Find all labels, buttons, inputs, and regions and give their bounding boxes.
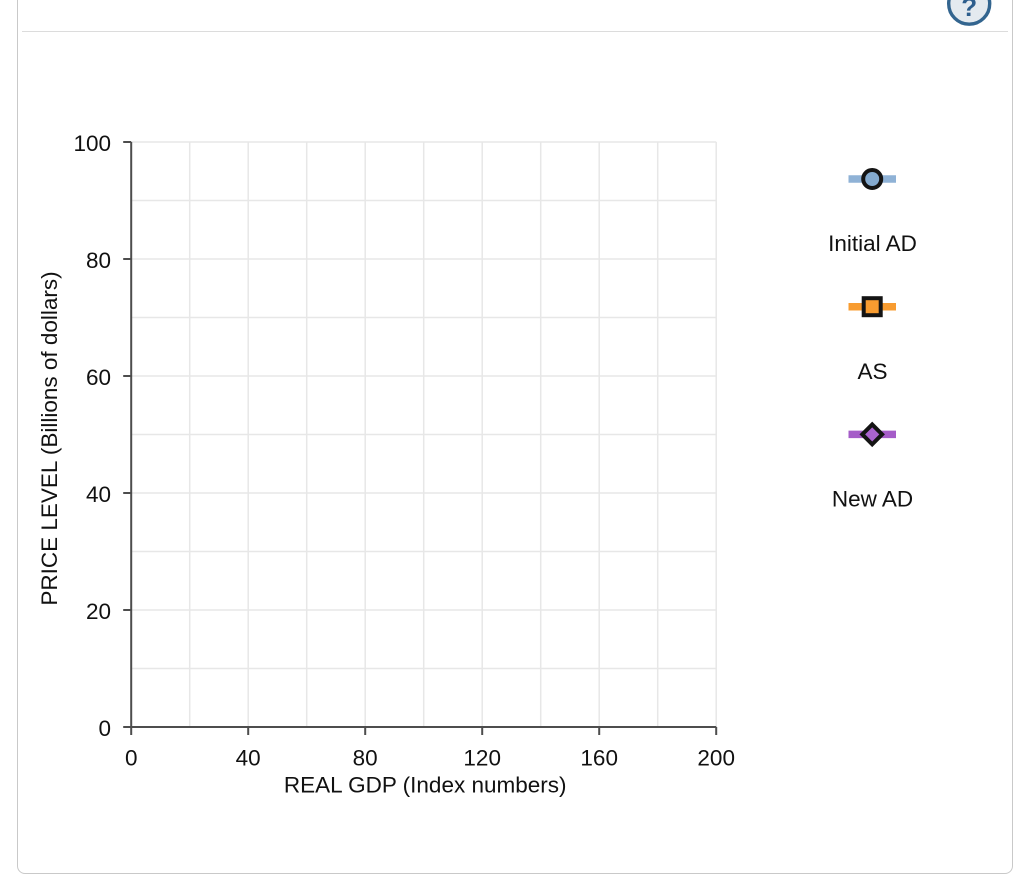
svg-text:80: 80 xyxy=(86,248,111,273)
svg-text:20: 20 xyxy=(86,599,111,624)
svg-text:40: 40 xyxy=(86,482,111,507)
svg-text:100: 100 xyxy=(73,131,111,156)
svg-text:0: 0 xyxy=(125,746,138,771)
svg-text:New AD: New AD xyxy=(832,487,913,512)
svg-text:80: 80 xyxy=(353,746,378,771)
svg-text:0: 0 xyxy=(98,716,111,741)
svg-text:AS: AS xyxy=(857,359,887,384)
svg-text:120: 120 xyxy=(463,746,501,771)
svg-text:PRICE LEVEL (Billions of dolla: PRICE LEVEL (Billions of dollars) xyxy=(37,271,62,605)
svg-text:160: 160 xyxy=(580,746,618,771)
svg-text:40: 40 xyxy=(236,746,261,771)
svg-text:60: 60 xyxy=(86,365,111,390)
svg-text:200: 200 xyxy=(697,746,735,771)
svg-text:REAL GDP (Index numbers): REAL GDP (Index numbers) xyxy=(284,772,567,797)
svg-text:Initial AD: Initial AD xyxy=(828,231,917,256)
svg-text:?: ? xyxy=(961,0,977,22)
